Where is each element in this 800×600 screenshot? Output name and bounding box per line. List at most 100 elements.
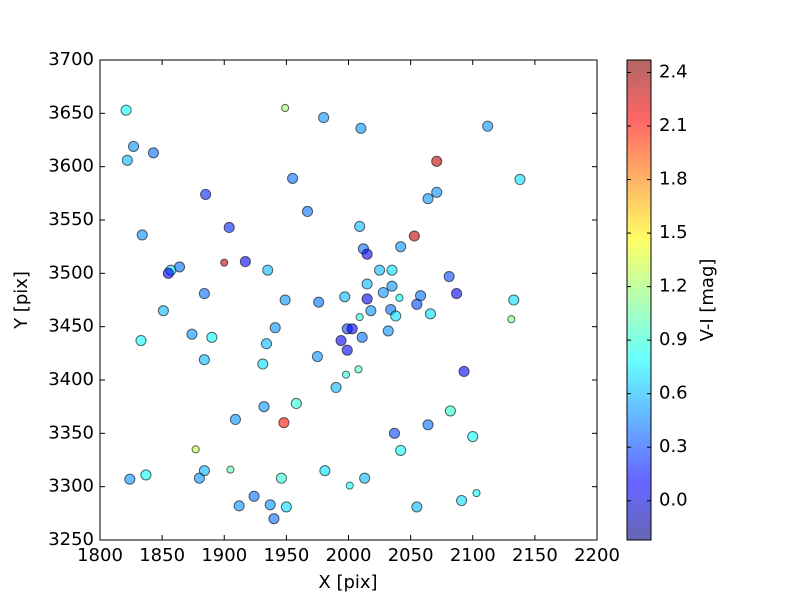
y-tick-label: 3500 (48, 262, 94, 283)
point (262, 264, 274, 276)
x-tick-label: 2100 (450, 545, 496, 566)
colorbar-tick-label: 2.4 (659, 61, 688, 82)
point (335, 334, 347, 347)
point (390, 310, 402, 322)
point (233, 500, 245, 512)
point (279, 294, 291, 306)
point (377, 286, 389, 299)
point (318, 112, 330, 124)
point (482, 120, 494, 132)
y-tick-label: 3450 (48, 316, 94, 337)
x-tick-label: 2050 (388, 545, 434, 566)
point (186, 328, 198, 340)
point (361, 293, 373, 305)
colorbar-tick-label: 0.6 (659, 383, 688, 404)
point (386, 264, 398, 276)
point (193, 472, 205, 484)
y-axis-label: Y [pix] (11, 271, 32, 330)
point (124, 473, 136, 485)
point (269, 322, 281, 334)
x-tick-label: 2000 (326, 545, 372, 566)
point (278, 417, 290, 429)
point (198, 288, 210, 300)
y-tick-label: 3300 (48, 476, 94, 497)
colorbar-tick-label: 2.1 (659, 115, 688, 136)
point (411, 501, 423, 513)
point (354, 365, 363, 374)
colorbar-tick-label: 0.3 (659, 436, 688, 457)
point (508, 294, 520, 306)
point (162, 267, 174, 279)
point (140, 469, 152, 481)
point (135, 334, 147, 347)
point (121, 154, 133, 166)
x-axis-label: X [pix] (318, 572, 377, 593)
point (264, 499, 276, 511)
point (260, 338, 273, 350)
colorbar-label: V-I [mag] (697, 259, 718, 342)
point (472, 488, 481, 498)
point (206, 331, 218, 343)
colorbar-tick-label: 1.8 (659, 169, 688, 190)
point (355, 312, 364, 322)
x-tick-label: 1900 (201, 545, 247, 566)
y-tick-label: 3250 (48, 529, 94, 550)
point (345, 481, 354, 490)
point (220, 258, 229, 267)
point (301, 205, 314, 218)
point (408, 230, 420, 242)
x-tick-label: 1850 (139, 545, 185, 566)
point (514, 173, 526, 186)
x-tick-label: 2200 (574, 545, 620, 566)
point (290, 397, 302, 410)
point (354, 220, 366, 232)
point (444, 405, 456, 417)
y-tick-label: 3550 (48, 209, 94, 230)
y-tick-label: 3650 (48, 102, 94, 123)
point (313, 296, 325, 308)
point (248, 490, 260, 502)
point (424, 308, 437, 320)
y-tick-label: 3400 (48, 369, 94, 390)
point (339, 291, 351, 303)
point (411, 298, 423, 310)
point (191, 445, 200, 454)
colorbar (626, 59, 652, 541)
point (200, 188, 212, 200)
point (386, 280, 398, 292)
point (346, 323, 358, 335)
colorbar-tick-label: 1.5 (659, 222, 688, 243)
point (281, 103, 290, 113)
point (287, 172, 299, 184)
point (374, 264, 386, 276)
point (356, 331, 368, 343)
point (361, 278, 373, 290)
point (451, 288, 463, 300)
point (359, 472, 371, 484)
point (311, 350, 323, 363)
point (147, 147, 159, 159)
point (395, 241, 407, 253)
point (388, 427, 401, 439)
point (395, 293, 404, 302)
y-tick-label: 3700 (48, 49, 94, 70)
x-tick-label: 1800 (77, 545, 123, 566)
point (355, 122, 367, 134)
point (361, 248, 373, 260)
point (341, 370, 351, 379)
point (127, 140, 140, 152)
point (422, 419, 434, 431)
point (431, 186, 443, 198)
point (223, 221, 235, 234)
colorbar-tick-label: 1.2 (659, 276, 688, 297)
point (422, 193, 434, 205)
point (229, 413, 241, 426)
x-tick-label: 2150 (512, 545, 558, 566)
y-tick-label: 3600 (48, 156, 94, 177)
colorbar-tick-label: 0.9 (659, 329, 688, 350)
point (456, 494, 468, 507)
point (507, 315, 516, 324)
point (365, 305, 377, 317)
point (395, 444, 407, 456)
y-tick-label: 3350 (48, 422, 94, 443)
